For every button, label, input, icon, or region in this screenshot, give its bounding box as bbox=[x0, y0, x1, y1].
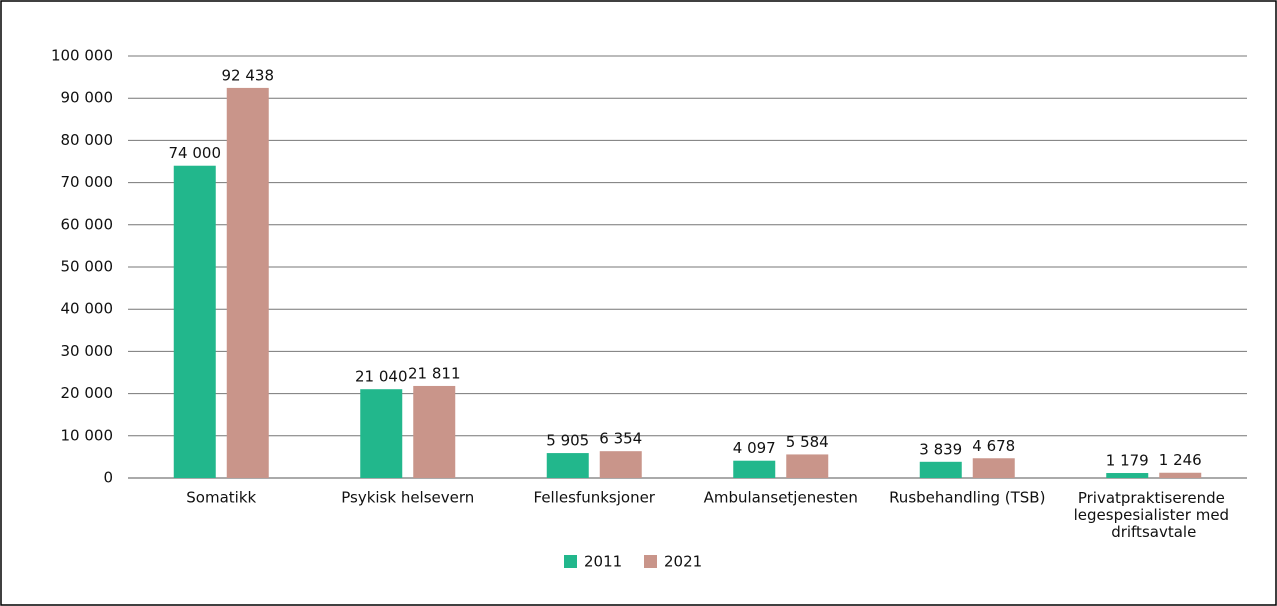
y-tick-label: 100 000 bbox=[51, 47, 113, 65]
data-label: 5 584 bbox=[786, 433, 829, 451]
x-tick-label: Privatpraktiserende legespesialister med… bbox=[1074, 489, 1234, 541]
y-tick-label: 90 000 bbox=[61, 89, 114, 107]
legend-label: 2011 bbox=[584, 553, 622, 571]
bar bbox=[1106, 473, 1149, 478]
y-tick-label: 60 000 bbox=[61, 215, 114, 233]
bar bbox=[733, 460, 776, 478]
data-label: 4 097 bbox=[733, 439, 776, 457]
bar bbox=[546, 453, 589, 478]
bar bbox=[1159, 472, 1202, 478]
data-label: 1 246 bbox=[1159, 451, 1202, 469]
legend-swatch bbox=[644, 555, 657, 568]
data-label: 21 040 bbox=[355, 368, 408, 386]
data-label: 5 905 bbox=[546, 432, 589, 450]
legend-swatch bbox=[564, 555, 577, 568]
data-label: 6 354 bbox=[599, 430, 642, 448]
bar bbox=[173, 165, 216, 478]
bar bbox=[919, 461, 962, 478]
y-tick-label: 20 000 bbox=[61, 384, 114, 402]
data-label: 1 179 bbox=[1106, 452, 1149, 470]
x-tick-label: Ambulansetjenesten bbox=[704, 489, 858, 507]
x-tick-label: Somatikk bbox=[186, 489, 256, 507]
legend-label: 2021 bbox=[664, 553, 702, 571]
y-tick-label: 10 000 bbox=[61, 426, 114, 444]
y-tick-label: 80 000 bbox=[61, 131, 114, 149]
bar bbox=[360, 389, 403, 478]
x-tick-label: Rusbehandling (TSB) bbox=[889, 489, 1045, 507]
y-tick-label: 70 000 bbox=[61, 173, 114, 191]
y-tick-label: 40 000 bbox=[61, 300, 114, 318]
data-label: 21 811 bbox=[408, 364, 461, 382]
data-label: 4 678 bbox=[972, 437, 1015, 455]
x-tick-label: Psykisk helsevern bbox=[341, 489, 474, 507]
bar bbox=[972, 458, 1015, 478]
bar bbox=[599, 451, 642, 478]
bar bbox=[786, 454, 829, 478]
bar bbox=[226, 87, 269, 479]
data-label: 92 438 bbox=[222, 66, 275, 84]
x-tick-label: Fellesfunksjoner bbox=[534, 489, 656, 507]
data-label: 3 839 bbox=[919, 440, 962, 458]
y-tick-label: 30 000 bbox=[61, 342, 114, 360]
y-tick-label: 0 bbox=[103, 469, 113, 487]
data-label: 74 000 bbox=[169, 144, 222, 162]
y-tick-label: 50 000 bbox=[61, 258, 114, 276]
bar bbox=[413, 385, 456, 478]
